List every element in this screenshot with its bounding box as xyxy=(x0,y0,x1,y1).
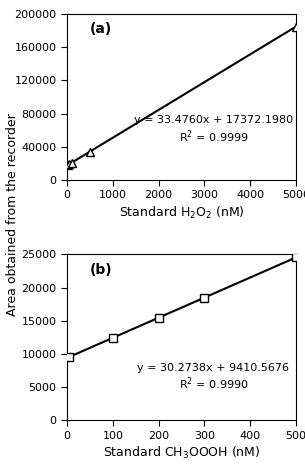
Text: (a): (a) xyxy=(90,22,112,36)
Text: (b): (b) xyxy=(90,263,113,277)
Text: y = 33.4760x + 17372.1980
R$^2$ = 0.9999: y = 33.4760x + 17372.1980 R$^2$ = 0.9999 xyxy=(134,115,293,145)
Text: y = 30.2738x + 9410.5676
R$^2$ = 0.9990: y = 30.2738x + 9410.5676 R$^2$ = 0.9990 xyxy=(138,362,289,392)
X-axis label: Standard H$_2$O$_2$ (nM): Standard H$_2$O$_2$ (nM) xyxy=(119,205,244,220)
X-axis label: Standard CH$_3$OOOH (nM): Standard CH$_3$OOOH (nM) xyxy=(103,445,260,461)
Text: Area obtained from the recorder: Area obtained from the recorder xyxy=(6,113,19,316)
